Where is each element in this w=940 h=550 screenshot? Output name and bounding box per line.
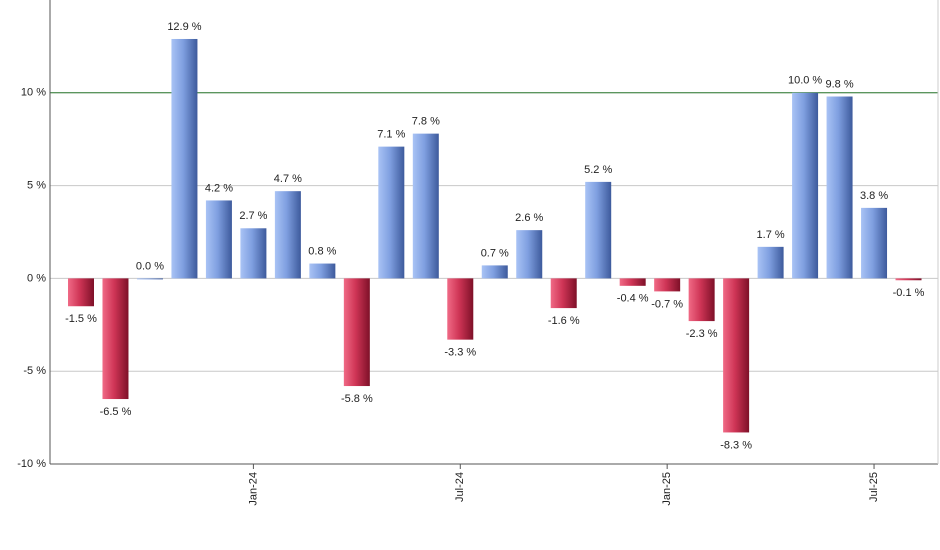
- bar: [171, 38, 198, 279]
- bar: [723, 278, 750, 433]
- value-label: 5.2 %: [584, 164, 612, 176]
- bar: [550, 278, 577, 309]
- bar: [826, 96, 853, 279]
- value-label: -6.5 %: [100, 406, 132, 418]
- bar: [861, 207, 888, 279]
- x-tick-label: Jan-24: [247, 472, 259, 506]
- bar: [792, 92, 819, 279]
- value-label: -0.4 %: [617, 293, 649, 305]
- bar: [309, 263, 336, 279]
- bar: [585, 181, 612, 279]
- bar: [481, 265, 508, 279]
- value-label: 3.8 %: [860, 190, 888, 202]
- value-label: 0.0 %: [136, 260, 164, 272]
- bar: [412, 133, 439, 279]
- value-label: 1.7 %: [757, 229, 785, 241]
- bar: [378, 146, 405, 279]
- bar: [240, 228, 267, 279]
- value-label: 2.6 %: [515, 212, 543, 224]
- bar: [757, 246, 784, 279]
- bar: [654, 278, 681, 292]
- value-label: 4.2 %: [205, 182, 233, 194]
- bar: [136, 278, 163, 280]
- value-label: -5.8 %: [341, 393, 373, 405]
- value-label: -1.6 %: [548, 315, 580, 327]
- bar: [205, 200, 232, 279]
- bar: [895, 278, 922, 281]
- value-label: 7.1 %: [377, 129, 405, 141]
- value-label: 2.7 %: [239, 210, 267, 222]
- value-label: -0.1 %: [893, 287, 925, 299]
- value-label: -2.3 %: [686, 328, 718, 340]
- bar: [447, 278, 474, 340]
- bar: [343, 278, 370, 387]
- bar: [102, 278, 129, 400]
- bar: [688, 278, 715, 322]
- y-tick-label: 0 %: [27, 272, 46, 284]
- value-label: 0.8 %: [308, 245, 336, 257]
- bar: [516, 230, 543, 279]
- bar: [68, 278, 94, 307]
- bar: [619, 278, 646, 286]
- value-label: 10.0 %: [788, 75, 822, 87]
- value-label: 9.8 %: [825, 78, 853, 90]
- value-label: 4.7 %: [274, 173, 302, 185]
- bar: [274, 191, 301, 279]
- y-tick-label: -5 %: [23, 365, 46, 377]
- value-label: 0.7 %: [481, 247, 509, 259]
- value-label: -3.3 %: [444, 347, 476, 359]
- value-label: 7.8 %: [412, 116, 440, 128]
- x-tick-label: Jan-25: [661, 472, 673, 506]
- value-label: -0.7 %: [651, 298, 683, 310]
- y-tick-label: 10 %: [21, 87, 46, 99]
- value-label: 12.9 %: [167, 21, 201, 33]
- y-tick-label: 5 %: [27, 180, 46, 192]
- y-tick-label: -10 %: [17, 458, 46, 470]
- x-tick-label: Jul-24: [454, 472, 466, 502]
- value-label: -8.3 %: [720, 439, 752, 451]
- x-tick-label: Jul-25: [868, 472, 880, 502]
- value-label: -1.5 %: [65, 313, 97, 325]
